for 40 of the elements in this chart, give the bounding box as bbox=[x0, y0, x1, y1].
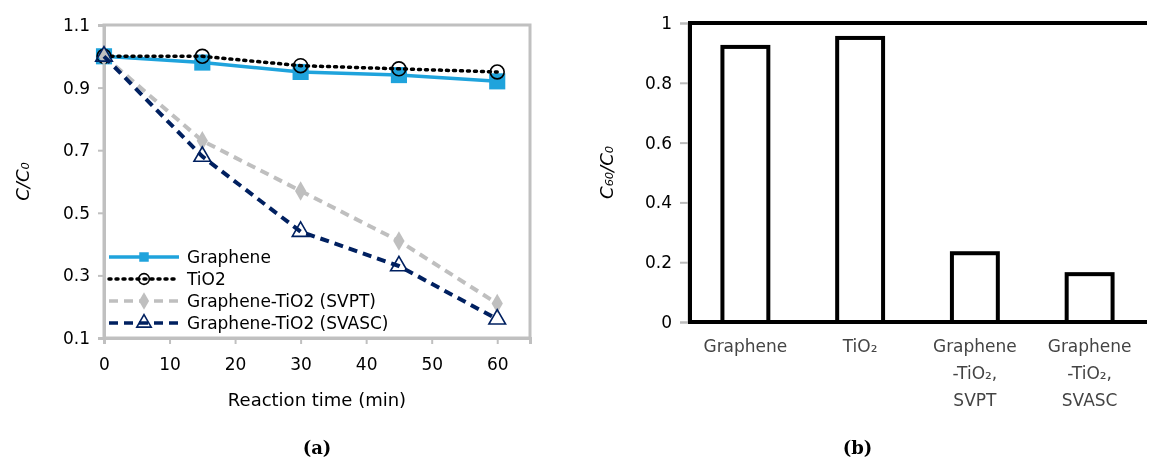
point bbox=[291, 221, 310, 238]
legend-label: TiO2 bbox=[186, 268, 226, 289]
x-tick-label: 20 bbox=[224, 354, 247, 375]
point bbox=[391, 61, 407, 77]
x-tick-label: Graphene-TiO₂, SVASC bbox=[1047, 336, 1132, 410]
x-tick-label: 50 bbox=[421, 354, 444, 375]
y-axis-title: C/C₀ bbox=[12, 162, 33, 201]
y-tick-label: 0.2 bbox=[644, 252, 672, 273]
y-tick-label: 0.9 bbox=[62, 77, 90, 98]
y-tick-label: 1 bbox=[661, 12, 672, 33]
y-axis-title: C₆₀/C₀ bbox=[596, 146, 617, 199]
x-tick-label: Graphene bbox=[703, 336, 788, 356]
y-tick-label: 0.7 bbox=[62, 140, 90, 161]
point bbox=[292, 57, 309, 74]
x-tick-label: Graphene-TiO₂, SVPT bbox=[932, 336, 1017, 410]
point bbox=[194, 48, 211, 64]
legend-label: Graphene bbox=[187, 246, 271, 267]
y-tick-label: 0.3 bbox=[62, 265, 90, 286]
point bbox=[488, 308, 507, 325]
x-tick-label: 10 bbox=[159, 354, 181, 375]
x-tick-label: 30 bbox=[290, 354, 312, 375]
y-tick-label: 0 bbox=[661, 311, 672, 332]
y-tick-label: 0.6 bbox=[644, 132, 672, 153]
y-tick-label: 0.4 bbox=[644, 192, 672, 213]
point bbox=[489, 64, 505, 80]
y-tick-label: 0.5 bbox=[62, 202, 90, 223]
text: (a) bbox=[302, 437, 332, 458]
x-tick-label: 60 bbox=[486, 354, 509, 375]
x-tick-label: 40 bbox=[355, 354, 378, 375]
x-tick-label: 0 bbox=[99, 354, 110, 375]
y-tick-label: 1.1 bbox=[62, 14, 90, 35]
x-axis-title: Reaction time (min) bbox=[227, 389, 407, 410]
y-tick-label: 0.1 bbox=[62, 327, 90, 348]
x-tick-label: TiO₂ bbox=[841, 336, 878, 356]
y-tick-label: 0.8 bbox=[644, 72, 672, 93]
point bbox=[193, 146, 212, 163]
point bbox=[389, 255, 409, 272]
text: (b) bbox=[842, 437, 873, 458]
legend-label: Graphene-TiO2 (SVPT) bbox=[187, 290, 376, 311]
legend-label: Graphene-TiO2 (SVASC) bbox=[187, 312, 389, 333]
